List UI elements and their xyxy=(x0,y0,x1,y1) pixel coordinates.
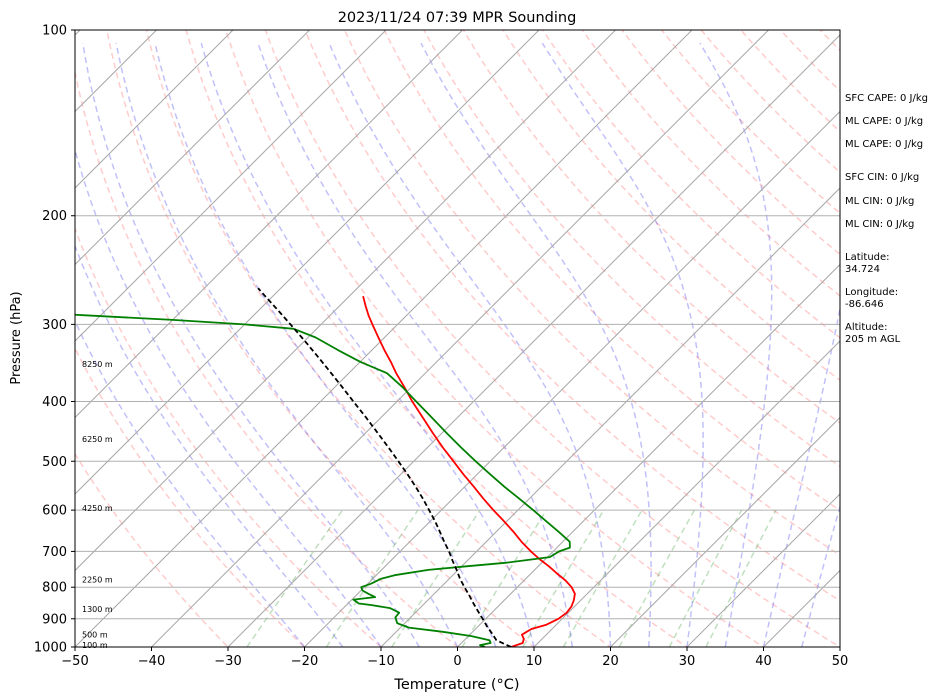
height-label: 500 m xyxy=(82,631,108,640)
x-tick-label: 0 xyxy=(453,654,461,669)
ml-cin-text: ML CIN: 0 J/kg xyxy=(845,196,915,207)
height-label: 4250 m xyxy=(82,504,113,513)
x-tick-label: 40 xyxy=(755,654,772,669)
x-tick-label: 30 xyxy=(679,654,696,669)
chart-title: 2023/11/24 07:39 MPR Sounding xyxy=(338,10,577,26)
x-tick-label: −30 xyxy=(214,654,241,669)
mixing-ratio-line xyxy=(668,509,743,647)
isotherm xyxy=(75,30,616,572)
moist-adiabat xyxy=(328,42,612,647)
isotherm xyxy=(151,30,769,647)
moist-adiabat xyxy=(801,504,840,647)
height-label: 8250 m xyxy=(82,360,113,369)
isotherm xyxy=(686,493,840,647)
dry-adiabat xyxy=(75,452,230,647)
x-tick-label: 10 xyxy=(526,654,543,669)
y-axis-label: Pressure (hPa) xyxy=(9,291,24,384)
y-tick-label: 200 xyxy=(42,209,67,224)
isotherm xyxy=(75,30,387,342)
moist-adiabat xyxy=(200,42,535,647)
sfc-cin-text: SFC CIN: 0 J/kg xyxy=(845,172,920,183)
isotherm xyxy=(0,30,4,647)
isotherm xyxy=(533,340,840,647)
moist-adiabat xyxy=(541,42,704,647)
ml-cin-text-2: ML CIN: 0 J/kg xyxy=(845,219,915,230)
dry-adiabat xyxy=(185,30,689,647)
moist-adiabat xyxy=(82,42,420,647)
moist-adiabat xyxy=(115,42,459,647)
y-tick-label: 100 xyxy=(42,24,67,39)
isotherm xyxy=(610,416,840,647)
temperature-trace xyxy=(362,295,576,647)
longitude-text: Longitude: -86.646 xyxy=(845,287,899,310)
y-tick-label: 900 xyxy=(42,612,67,627)
y-tick-label: 300 xyxy=(42,318,67,333)
x-axis-ticks: −50 −40 −30 −20 −10 0 10 20 30 40 50 xyxy=(61,647,848,669)
moist-adiabat xyxy=(420,42,652,647)
dry-adiabat xyxy=(541,30,840,339)
background-lines xyxy=(0,16,947,660)
y-tick-label: 700 xyxy=(42,545,67,560)
isotherm xyxy=(75,30,540,495)
dry-adiabat xyxy=(581,30,840,297)
height-label: 100 m xyxy=(82,641,108,650)
x-tick-label: 50 xyxy=(832,654,849,669)
height-label: 1300 m xyxy=(82,605,113,614)
isotherm xyxy=(75,30,463,419)
y-tick-label: 800 xyxy=(42,581,67,596)
moist-adiabat xyxy=(699,42,773,647)
mixing-ratio-line xyxy=(562,509,643,647)
moist-adiabat xyxy=(257,42,574,647)
isotherm xyxy=(75,30,234,189)
isotherm xyxy=(457,263,840,647)
dry-adiabat xyxy=(145,30,612,647)
dry-adiabat xyxy=(924,16,947,660)
dry-adiabat xyxy=(75,69,459,647)
latitude-text: Latitude: 34.724 xyxy=(845,252,890,275)
y-tick-label: 500 xyxy=(42,455,67,470)
mixing-ratio-line xyxy=(705,509,777,647)
x-tick-label: −50 xyxy=(61,654,88,669)
parcel-trace xyxy=(257,287,512,647)
dry-adiabat xyxy=(106,30,536,647)
sounding-traces xyxy=(75,287,576,647)
height-label: 2250 m xyxy=(82,576,113,585)
dry-adiabat xyxy=(75,346,306,647)
altitude-text: Altitude: 205 m AGL xyxy=(845,322,901,345)
x-tick-label: 20 xyxy=(602,654,619,669)
moist-adiabat xyxy=(154,42,497,647)
x-tick-label: −40 xyxy=(138,654,165,669)
dry-adiabat xyxy=(700,30,840,174)
moist-adiabat xyxy=(762,304,840,647)
y-tick-label: 1000 xyxy=(34,641,67,656)
plot-frame xyxy=(74,29,841,648)
moist-adiabat xyxy=(75,319,306,647)
dewpoint-trace xyxy=(75,313,571,647)
moist-adiabat xyxy=(75,147,382,647)
ml-cape-text-2: ML CAPE: 0 J/kg xyxy=(845,139,924,150)
isotherm xyxy=(380,187,840,647)
mixing-ratio-line xyxy=(246,509,344,647)
isotherm xyxy=(75,30,310,266)
ml-cape-text: ML CAPE: 0 J/kg xyxy=(845,116,924,127)
y-tick-label: 400 xyxy=(42,395,67,410)
y-axis-ticks: 100 200 300 400 500 600 700 800 900 1000 xyxy=(34,24,75,656)
y-tick-label: 600 xyxy=(42,504,67,519)
x-tick-label: −10 xyxy=(367,654,394,669)
pressure-gridlines xyxy=(75,215,840,620)
dry-adiabat xyxy=(502,30,840,382)
dry-adiabat xyxy=(264,30,840,647)
dry-adiabat xyxy=(224,30,765,647)
x-axis-label: Temperature (°C) xyxy=(393,677,519,693)
isotherm xyxy=(304,110,840,647)
x-tick-label: −20 xyxy=(291,654,318,669)
height-label: 6250 m xyxy=(82,435,113,444)
isotherm xyxy=(227,34,840,647)
sfc-cape-text: SFC CAPE: 0 J/kg xyxy=(845,93,928,104)
moist-adiabat xyxy=(75,243,344,647)
isotherm xyxy=(75,30,693,647)
